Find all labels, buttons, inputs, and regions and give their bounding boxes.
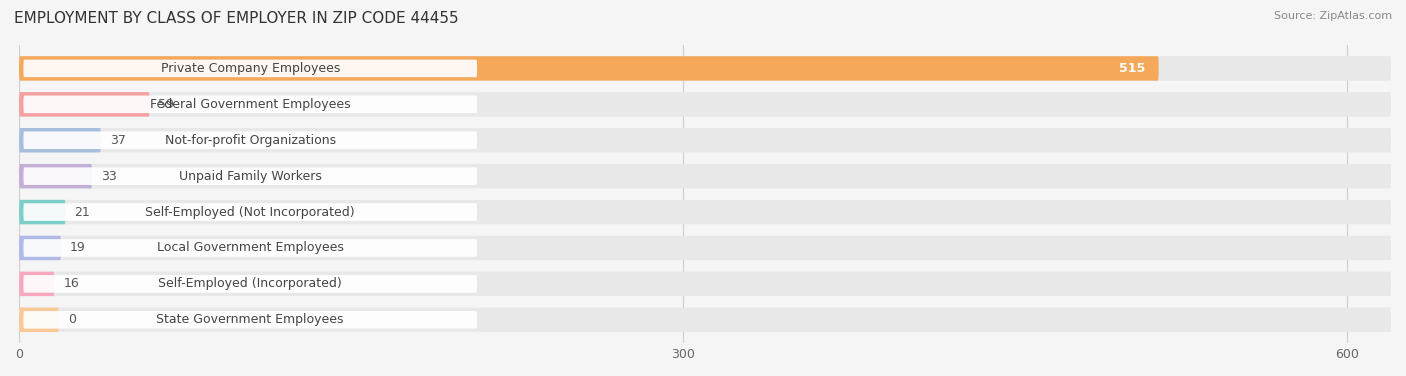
FancyBboxPatch shape [24, 132, 477, 149]
FancyBboxPatch shape [20, 272, 1391, 296]
Text: 16: 16 [63, 277, 79, 290]
Text: 21: 21 [75, 206, 90, 218]
Text: EMPLOYMENT BY CLASS OF EMPLOYER IN ZIP CODE 44455: EMPLOYMENT BY CLASS OF EMPLOYER IN ZIP C… [14, 11, 458, 26]
FancyBboxPatch shape [20, 56, 1159, 80]
FancyBboxPatch shape [20, 236, 1391, 260]
FancyBboxPatch shape [20, 200, 1391, 224]
Text: Self-Employed (Incorporated): Self-Employed (Incorporated) [159, 277, 342, 290]
Text: Unpaid Family Workers: Unpaid Family Workers [179, 170, 322, 183]
FancyBboxPatch shape [20, 200, 66, 224]
Text: Local Government Employees: Local Government Employees [157, 241, 343, 255]
Text: Private Company Employees: Private Company Employees [160, 62, 340, 75]
Text: Federal Government Employees: Federal Government Employees [150, 98, 350, 111]
FancyBboxPatch shape [20, 92, 1391, 117]
FancyBboxPatch shape [24, 167, 477, 185]
FancyBboxPatch shape [20, 128, 101, 152]
FancyBboxPatch shape [24, 311, 477, 329]
Text: Not-for-profit Organizations: Not-for-profit Organizations [165, 134, 336, 147]
FancyBboxPatch shape [20, 164, 1391, 188]
FancyBboxPatch shape [20, 308, 1391, 332]
FancyBboxPatch shape [20, 308, 59, 332]
Text: 59: 59 [159, 98, 174, 111]
Text: 19: 19 [70, 241, 86, 255]
FancyBboxPatch shape [24, 275, 477, 293]
FancyBboxPatch shape [20, 56, 1391, 80]
Text: 515: 515 [1119, 62, 1146, 75]
FancyBboxPatch shape [20, 272, 55, 296]
FancyBboxPatch shape [20, 128, 1391, 152]
Text: Source: ZipAtlas.com: Source: ZipAtlas.com [1274, 11, 1392, 21]
Text: Self-Employed (Not Incorporated): Self-Employed (Not Incorporated) [145, 206, 356, 218]
FancyBboxPatch shape [24, 96, 477, 113]
FancyBboxPatch shape [20, 164, 91, 188]
FancyBboxPatch shape [24, 239, 477, 257]
Text: 37: 37 [110, 134, 125, 147]
FancyBboxPatch shape [24, 203, 477, 221]
Text: State Government Employees: State Government Employees [156, 313, 344, 326]
Text: 0: 0 [67, 313, 76, 326]
Text: 33: 33 [101, 170, 117, 183]
FancyBboxPatch shape [20, 236, 60, 260]
FancyBboxPatch shape [24, 60, 477, 77]
FancyBboxPatch shape [20, 92, 149, 117]
